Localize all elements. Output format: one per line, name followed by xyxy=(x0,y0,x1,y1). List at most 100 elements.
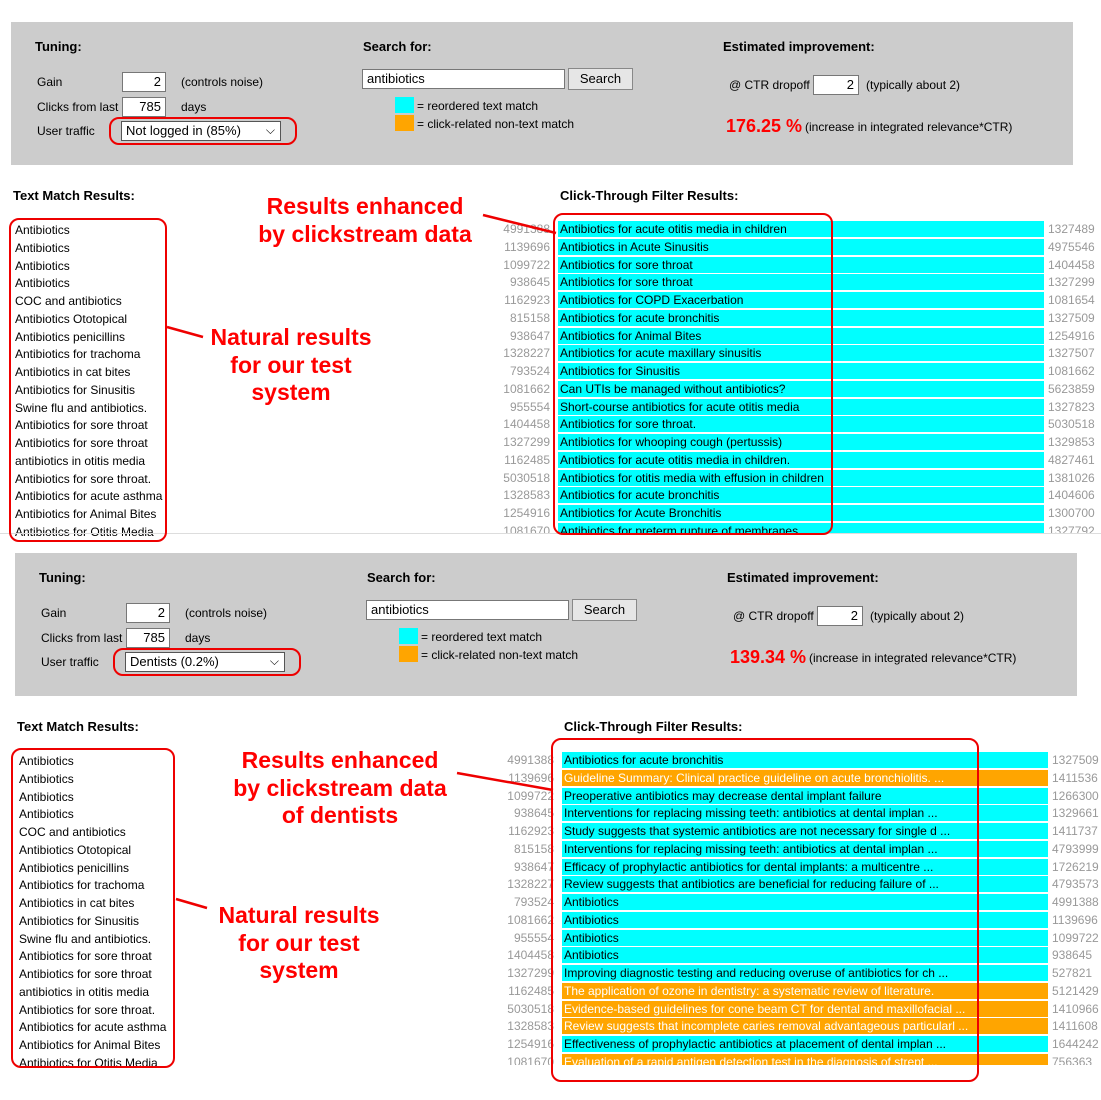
text-result-item[interactable]: Antibiotics Ototopical xyxy=(19,842,132,857)
text-result-item[interactable]: Antibiotics penicillins xyxy=(19,860,130,875)
click-result-id: 1404606 xyxy=(1048,488,1095,503)
text-result-item[interactable]: Antibiotics xyxy=(19,807,74,822)
click-result-item[interactable]: Improving diagnostic testing and reducin… xyxy=(562,965,1048,981)
click-result-item[interactable]: Antibiotics xyxy=(562,911,1048,928)
text-result-id: 1254916 xyxy=(507,1037,554,1051)
text-result-item[interactable]: Antibiotics xyxy=(19,754,74,768)
search-input[interactable]: antibiotics xyxy=(366,600,569,620)
user-traffic-select[interactable]: Not logged in (85%) ⌵ xyxy=(121,121,281,141)
text-result-item[interactable]: Antibiotics for sore throat xyxy=(19,967,152,981)
text-result-item[interactable]: Antibiotics for trachoma xyxy=(19,878,145,893)
click-result-item[interactable]: Efficacy of prophylactic antibiotics for… xyxy=(562,858,1048,875)
text-result-item[interactable]: Antibiotics for sore throat. xyxy=(19,1002,156,1017)
click-results-heading: Click-Through Filter Results: xyxy=(564,719,743,734)
text-result-id: 1162485 xyxy=(508,983,554,998)
click-result-item[interactable]: Guideline Summary: Clinical practice gui… xyxy=(562,769,1048,786)
search-input[interactable]: antibiotics xyxy=(362,69,565,89)
text-result-item[interactable]: Antibiotics for sore throat xyxy=(15,418,148,433)
text-result-item[interactable]: Antibiotics for trachoma xyxy=(15,347,141,362)
click-result-id: 1411536 xyxy=(1052,770,1098,785)
click-result-item[interactable]: Evidence-based guidelines for cone beam … xyxy=(562,1000,1048,1017)
click-result-item[interactable]: Interventions for replacing missing teet… xyxy=(562,840,1048,857)
click-result-item[interactable]: Antibiotics for preterm rupture of membr… xyxy=(558,522,1044,534)
divider xyxy=(0,533,1101,534)
click-result-id: 5121429 xyxy=(1052,983,1099,998)
text-result-item[interactable]: COC and antibiotics xyxy=(19,825,126,839)
text-result-item[interactable]: Antibiotics for Sinusitis xyxy=(19,913,140,928)
text-result-item[interactable]: Swine flu and antibiotics. xyxy=(19,931,152,946)
text-result-item[interactable]: Antibiotics xyxy=(15,240,70,255)
text-result-item[interactable]: Antibiotics xyxy=(19,789,74,804)
click-result-item[interactable]: Antibiotics for Acute Bronchitis xyxy=(558,505,1044,521)
click-result-item[interactable]: Short-course antibiotics for acute otiti… xyxy=(558,398,1044,415)
click-result-item[interactable]: Review suggests that antibiotics are ben… xyxy=(562,876,1048,893)
ctr-input[interactable]: 2 xyxy=(817,606,863,626)
text-result-item[interactable]: Antibiotics xyxy=(15,258,70,273)
text-result-item[interactable]: Antibiotics for acute asthma xyxy=(19,1020,167,1035)
text-result-item[interactable]: Antibiotics for Animal Bites xyxy=(15,507,157,521)
click-result-item[interactable]: Antibiotics for Sinusitis xyxy=(558,363,1044,379)
click-result-item[interactable]: Antibiotics for acute bronchitis xyxy=(558,309,1044,326)
gain-input[interactable]: 2 xyxy=(122,72,166,92)
text-result-item[interactable]: antibiotics in otitis media xyxy=(19,984,150,999)
click-result-item[interactable]: Antibiotics for acute maxillary sinusiti… xyxy=(558,345,1044,362)
click-result-item[interactable]: Effectiveness of prophylactic antibiotic… xyxy=(562,1036,1048,1052)
text-result-item[interactable]: Antibiotics Ototopical xyxy=(15,311,128,326)
text-result-item[interactable]: antibiotics in otitis media xyxy=(15,453,146,468)
text-result-item[interactable]: Antibiotics for sore throat. xyxy=(15,471,152,486)
text-result-item[interactable]: Antibiotics xyxy=(15,223,70,237)
search-button[interactable]: Search xyxy=(572,599,637,621)
text-result-item[interactable]: Antibiotics for acute asthma xyxy=(15,489,163,504)
text-result-item[interactable]: Antibiotics in cat bites xyxy=(19,896,135,910)
click-result-item[interactable]: Antibiotics for sore throat xyxy=(558,274,1044,291)
text-result-id: 5030518 xyxy=(503,470,550,485)
gain-input[interactable]: 2 xyxy=(126,603,170,623)
user-traffic-select[interactable]: Dentists (0.2%) ⌵ xyxy=(125,652,285,672)
text-result-item[interactable]: Antibiotics xyxy=(19,771,74,786)
click-result-item[interactable]: Preoperative antibiotics may decrease de… xyxy=(562,787,1048,804)
click-result-item[interactable]: Antibiotics for acute otitis media in ch… xyxy=(558,451,1044,468)
text-result-item[interactable]: Antibiotics in cat bites xyxy=(15,365,131,379)
search-heading: Search for: xyxy=(363,39,432,54)
click-result-item[interactable]: Can UTIs be managed without antibiotics? xyxy=(558,380,1044,397)
text-result-id: 938647 xyxy=(509,328,550,343)
text-result-item[interactable]: Swine flu and antibiotics. xyxy=(15,400,148,415)
text-result-id: 4991388 xyxy=(507,753,554,767)
click-result-item[interactable]: Antibiotics for sore throat. xyxy=(558,416,1044,433)
click-result-item[interactable]: Evaluation of a rapid antigen detection … xyxy=(562,1053,1048,1065)
click-result-item[interactable]: Antibiotics for Animal Bites xyxy=(558,327,1044,344)
clicks-input[interactable]: 785 xyxy=(122,97,166,117)
click-result-id: 1644242 xyxy=(1052,1037,1099,1051)
click-result-item[interactable]: Antibiotics xyxy=(562,947,1048,964)
pointer-line xyxy=(482,213,557,235)
click-result-item[interactable]: Antibiotics for COPD Exacerbation xyxy=(558,292,1044,308)
text-result-item[interactable]: Antibiotics penicillins xyxy=(15,329,126,344)
click-result-item[interactable]: Antibiotics for sore throat xyxy=(558,256,1044,273)
click-result-item[interactable]: Antibiotics xyxy=(562,929,1048,946)
text-result-item[interactable]: COC and antibiotics xyxy=(15,294,122,308)
search-button[interactable]: Search xyxy=(568,68,633,90)
text-result-item[interactable]: Antibiotics for Otitis Media xyxy=(19,1055,158,1067)
text-result-item[interactable]: Antibiotics xyxy=(15,276,70,291)
annotation-natural: Natural results for our test system xyxy=(210,324,372,405)
click-result-item[interactable]: The application of ozone in dentistry: a… xyxy=(562,982,1048,999)
click-result-item[interactable]: Antibiotics for whooping cough (pertussi… xyxy=(558,434,1044,450)
click-result-item[interactable]: Interventions for replacing missing teet… xyxy=(562,805,1048,822)
text-result-item[interactable]: Antibiotics for sore throat xyxy=(19,949,152,964)
click-result-item[interactable]: Antibiotics for acute otitis media in ch… xyxy=(558,221,1044,237)
click-result-item[interactable]: Review suggests that incomplete caries r… xyxy=(562,1018,1048,1035)
click-result-item[interactable]: Antibiotics in Acute Sinusitis xyxy=(558,238,1044,255)
legend-click-related: = click-related non-text match xyxy=(417,117,575,131)
click-result-item[interactable]: Antibiotics for otitis media with effusi… xyxy=(558,469,1044,486)
text-result-item[interactable]: Antibiotics for Sinusitis xyxy=(15,382,136,397)
text-result-item[interactable]: Antibiotics for Otitis Media xyxy=(15,524,154,536)
click-result-item[interactable]: Study suggests that systemic antibiotics… xyxy=(562,823,1048,839)
text-result-item[interactable]: Antibiotics for Animal Bites xyxy=(19,1038,161,1052)
click-result-item[interactable]: Antibiotics for acute bronchitis xyxy=(562,752,1048,768)
click-result-item[interactable]: Antibiotics xyxy=(562,894,1048,910)
click-result-item[interactable]: Antibiotics for acute bronchitis xyxy=(558,487,1044,504)
clicks-input[interactable]: 785 xyxy=(126,628,170,648)
ctr-input[interactable]: 2 xyxy=(813,75,859,95)
text-result-item[interactable]: Antibiotics for sore throat xyxy=(15,436,148,450)
